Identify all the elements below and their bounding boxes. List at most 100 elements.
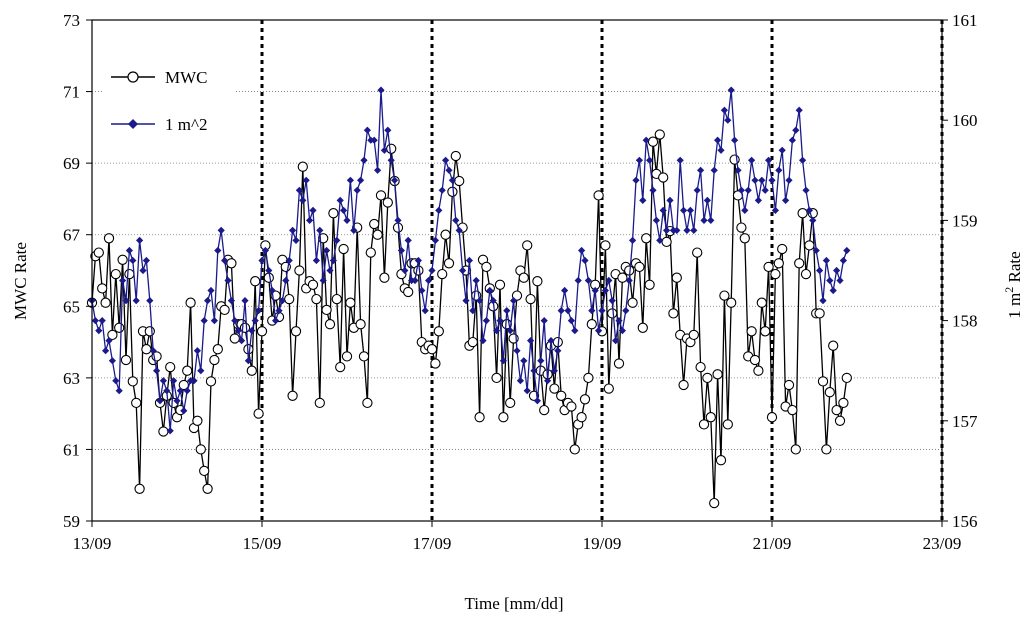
data-point-1m2 [380,146,388,154]
data-point-mwc [403,286,414,298]
data-point-mwc [314,397,325,409]
data-point-mwc [838,397,849,409]
data-point-mwc [634,261,645,273]
data-point-mwc [481,261,492,273]
data-point-1m2 [302,176,310,184]
data-point-mwc [311,293,322,305]
data-point-1m2 [238,337,246,345]
data-point-1m2 [418,286,426,295]
data-point-mwc [719,290,730,301]
data-point-mwc [627,297,638,308]
data-point-mwc [440,229,451,240]
data-point-1m2 [554,347,562,355]
data-point-mwc [335,361,346,373]
data-point-1m2 [649,186,657,194]
data-point-1m2 [751,176,759,184]
data-point-mwc [498,412,509,423]
data-point-mwc [185,297,196,308]
data-point-1m2 [493,327,501,335]
data-point-1m2 [659,206,667,214]
legend-mwc-label: MWC [165,68,208,87]
data-point-1m2 [618,327,626,335]
data-point-mwc [773,258,784,269]
data-point-mwc [382,197,393,208]
data-point-mwc [355,319,366,330]
data-point-1m2 [642,136,650,144]
data-point-1m2 [520,357,528,365]
data-point-1m2 [843,246,851,255]
data-point-1m2 [329,256,337,265]
data-point-1m2 [737,186,745,194]
y-left-tick-label: 71 [63,83,80,102]
data-point-mwc [386,143,397,154]
data-point-1m2 [523,387,531,395]
data-point-mwc [736,222,747,233]
data-point-1m2 [748,156,756,164]
data-point-1m2 [146,297,154,305]
data-point-1m2 [479,337,487,345]
x-tick-label: 13/09 [73,534,112,553]
data-point-mwc [433,326,444,337]
data-point-1m2 [224,276,232,285]
data-point-1m2 [153,367,161,375]
data-point-1m2 [792,126,800,134]
data-point-mwc [549,383,560,394]
data-point-1m2 [102,347,110,355]
data-point-1m2 [411,276,419,285]
data-point-1m2 [465,256,473,265]
data-point-1m2 [115,387,123,395]
data-point-1m2 [333,236,341,244]
data-point-1m2 [652,216,660,224]
data-point-mwc [331,293,342,305]
data-point-mwc [134,483,145,494]
data-point-1m2 [295,186,303,194]
data-point-mwc [345,297,356,308]
data-point-1m2 [629,236,637,244]
data-point-1m2 [241,297,249,305]
data-point-mwc [800,268,812,280]
data-point-mwc [365,247,376,258]
data-point-1m2 [346,176,354,184]
data-point-mwc [202,483,213,494]
data-point-mwc [583,372,594,384]
data-point-1m2 [306,216,314,224]
data-point-mwc [824,387,835,398]
data-point-mwc [753,365,764,376]
data-point-1m2 [826,276,834,285]
data-point-mwc [522,240,533,251]
y-right-tick-label: 157 [952,412,978,431]
data-point-1m2 [734,166,742,174]
data-point-mwc [797,208,808,219]
data-point-mwc [661,236,672,248]
data-point-1m2 [357,176,365,184]
data-point-mwc [828,340,839,351]
data-point-mwc [192,415,203,426]
data-point-1m2 [839,256,847,265]
data-point-mwc [338,243,349,255]
data-point-1m2 [391,176,399,184]
data-point-1m2 [125,246,133,255]
data-point-1m2 [360,156,368,164]
data-point-mwc [229,333,240,344]
data-point-1m2 [149,347,157,355]
data-point-1m2 [91,317,99,325]
data-point-1m2 [442,156,450,164]
data-point-mwc [726,297,737,308]
plot-frame [91,19,943,522]
data-point-1m2 [421,307,429,315]
legend-1m2-marker [128,119,138,129]
data-point-1m2 [717,146,725,154]
x-tick-label: 21/09 [753,534,792,553]
data-point-1m2 [401,266,409,275]
data-point-1m2 [680,206,688,214]
data-point-1m2 [435,206,443,214]
data-point-1m2 [156,397,164,405]
data-point-1m2 [217,226,225,234]
data-point-1m2 [159,377,167,385]
data-point-1m2 [343,216,351,224]
data-point-1m2 [805,206,813,214]
data-point-1m2 [370,136,378,144]
data-point-1m2 [754,196,762,204]
data-point-1m2 [299,196,307,204]
data-point-mwc [426,344,438,355]
